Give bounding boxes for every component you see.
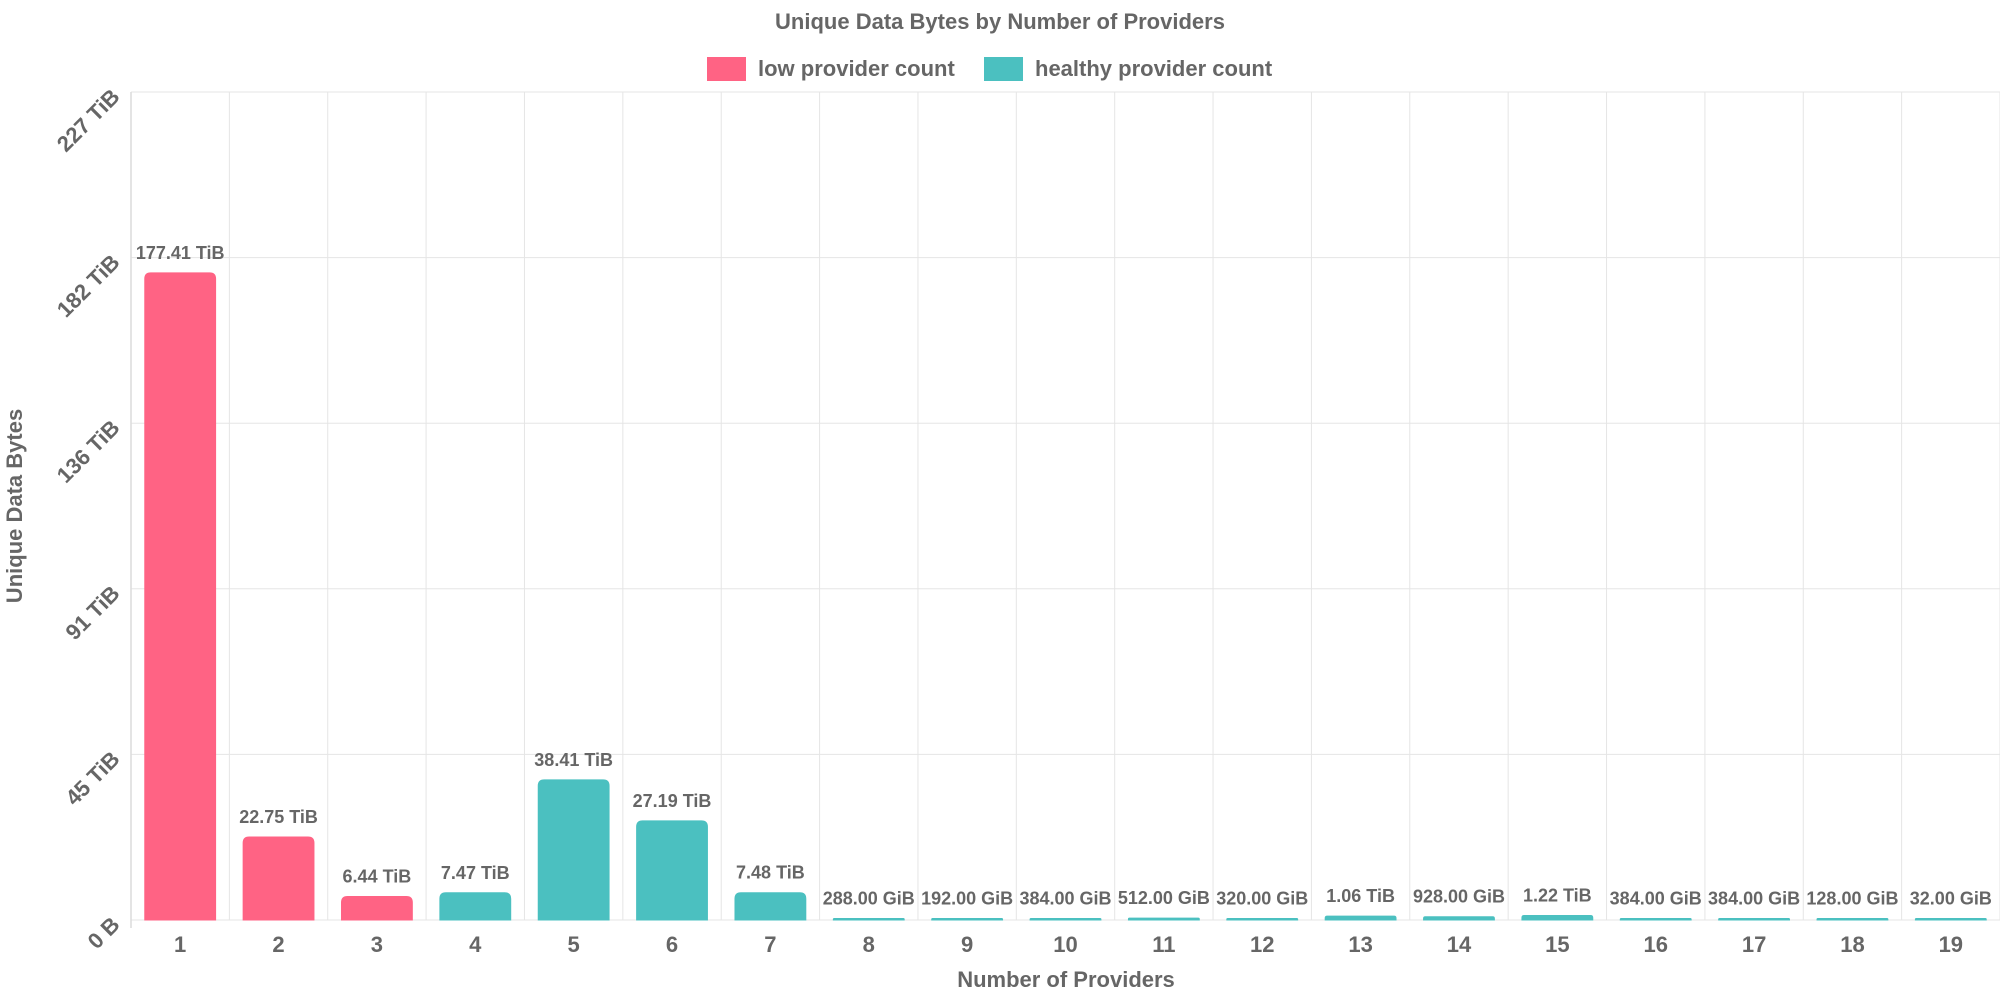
x-tick-label: 5 — [568, 932, 580, 957]
data-label-6: 27.19 TiB — [633, 791, 712, 811]
bar-2[interactable] — [242, 836, 315, 921]
x-tick-label: 15 — [1545, 932, 1569, 957]
x-tick-label: 4 — [469, 932, 482, 957]
data-label-4: 7.47 TiB — [441, 863, 510, 883]
data-label-18: 128.00 GiB — [1806, 889, 1898, 909]
bar-17[interactable] — [1718, 918, 1790, 921]
bar-11[interactable] — [1127, 917, 1200, 921]
bar-18[interactable] — [1816, 918, 1889, 921]
chart-title: Unique Data Bytes by Number of Providers — [775, 9, 1225, 34]
bar-19[interactable] — [1914, 918, 1987, 921]
x-tick-label: 12 — [1250, 932, 1274, 957]
data-label-16: 384.00 GiB — [1610, 889, 1702, 909]
x-tick-label: 18 — [1840, 932, 1864, 957]
x-tick-label: 1 — [174, 932, 186, 957]
x-axis-ticks: 1 2 3 4 5 6 7 8 9 10 11 12 13 14 15 16 17 18 19 — [174, 932, 1963, 957]
data-label-11: 512.00 GiB — [1118, 888, 1210, 908]
bar-16[interactable] — [1619, 918, 1692, 921]
data-label-5: 38.41 TiB — [534, 750, 613, 770]
y-tick-label: 136 TiB — [52, 415, 125, 488]
y-axis-ticks: 0 B 45 TiB 91 TiB 136 TiB 182 TiB 227 TiB — [52, 84, 125, 954]
data-label-19: 32.00 GiB — [1910, 889, 1992, 909]
x-tick-label: 8 — [863, 932, 875, 957]
bars — [144, 272, 1987, 921]
data-label-2: 22.75 TiB — [239, 807, 318, 827]
data-label-8: 288.00 GiB — [823, 889, 915, 909]
x-tick-label: 14 — [1447, 932, 1472, 957]
data-label-1: 177.41 TiB — [136, 243, 225, 263]
bar-10[interactable] — [1029, 918, 1102, 921]
legend-swatch-healthy[interactable] — [984, 57, 1023, 81]
y-tick-label: 0 B — [83, 912, 125, 954]
y-tick-label: 45 TiB — [60, 746, 124, 810]
y-tick-label: 91 TiB — [60, 581, 124, 645]
bar-8[interactable] — [832, 918, 905, 921]
y-axis-title: Unique Data Bytes — [2, 409, 27, 603]
legend-label-healthy[interactable]: healthy provider count — [1035, 56, 1273, 81]
x-axis-title: Number of Providers — [957, 967, 1175, 992]
x-tick-label: 6 — [666, 932, 678, 957]
legend-swatch-low[interactable] — [707, 57, 746, 81]
legend-label-low[interactable]: low provider count — [758, 56, 955, 81]
bar-9[interactable] — [931, 918, 1004, 921]
bar-4[interactable] — [439, 892, 512, 921]
bar-13[interactable] — [1324, 915, 1397, 921]
bar-3[interactable] — [341, 896, 413, 921]
bar-7[interactable] — [734, 892, 807, 921]
x-tick-label: 7 — [764, 932, 776, 957]
data-label-10: 384.00 GiB — [1019, 889, 1111, 909]
x-tick-label: 16 — [1643, 932, 1667, 957]
data-label-13: 1.06 TiB — [1326, 886, 1395, 906]
x-tick-label: 11 — [1152, 932, 1175, 957]
data-label-15: 1.22 TiB — [1523, 886, 1592, 906]
x-tick-label: 3 — [371, 932, 383, 957]
x-tick-label: 2 — [272, 932, 284, 957]
x-tick-label: 19 — [1939, 932, 1963, 957]
legend: low provider count healthy provider coun… — [707, 56, 1273, 81]
data-labels: 177.41 TiB 22.75 TiB 6.44 TiB 7.47 TiB 38.41… — [136, 243, 1992, 909]
x-tick-label: 9 — [961, 932, 973, 957]
data-label-9: 192.00 GiB — [921, 889, 1013, 909]
bar-5[interactable] — [537, 779, 610, 921]
bar-6[interactable] — [636, 820, 708, 921]
x-tick-label: 10 — [1053, 932, 1077, 957]
data-label-14: 928.00 GiB — [1413, 887, 1505, 907]
y-tick-label: 227 TiB — [52, 84, 125, 157]
y-tick-label: 182 TiB — [52, 249, 125, 322]
bar-15[interactable] — [1521, 915, 1594, 921]
data-label-3: 6.44 TiB — [343, 867, 412, 887]
data-label-7: 7.48 TiB — [736, 863, 805, 883]
bar-14[interactable] — [1423, 916, 1495, 921]
x-tick-label: 13 — [1348, 932, 1372, 957]
x-tick-label: 17 — [1742, 932, 1766, 957]
bar-12[interactable] — [1226, 918, 1299, 921]
gridlines — [130, 91, 2000, 928]
data-label-17: 384.00 GiB — [1708, 889, 1800, 909]
data-label-12: 320.00 GiB — [1216, 889, 1308, 909]
bar-1[interactable] — [144, 272, 217, 921]
